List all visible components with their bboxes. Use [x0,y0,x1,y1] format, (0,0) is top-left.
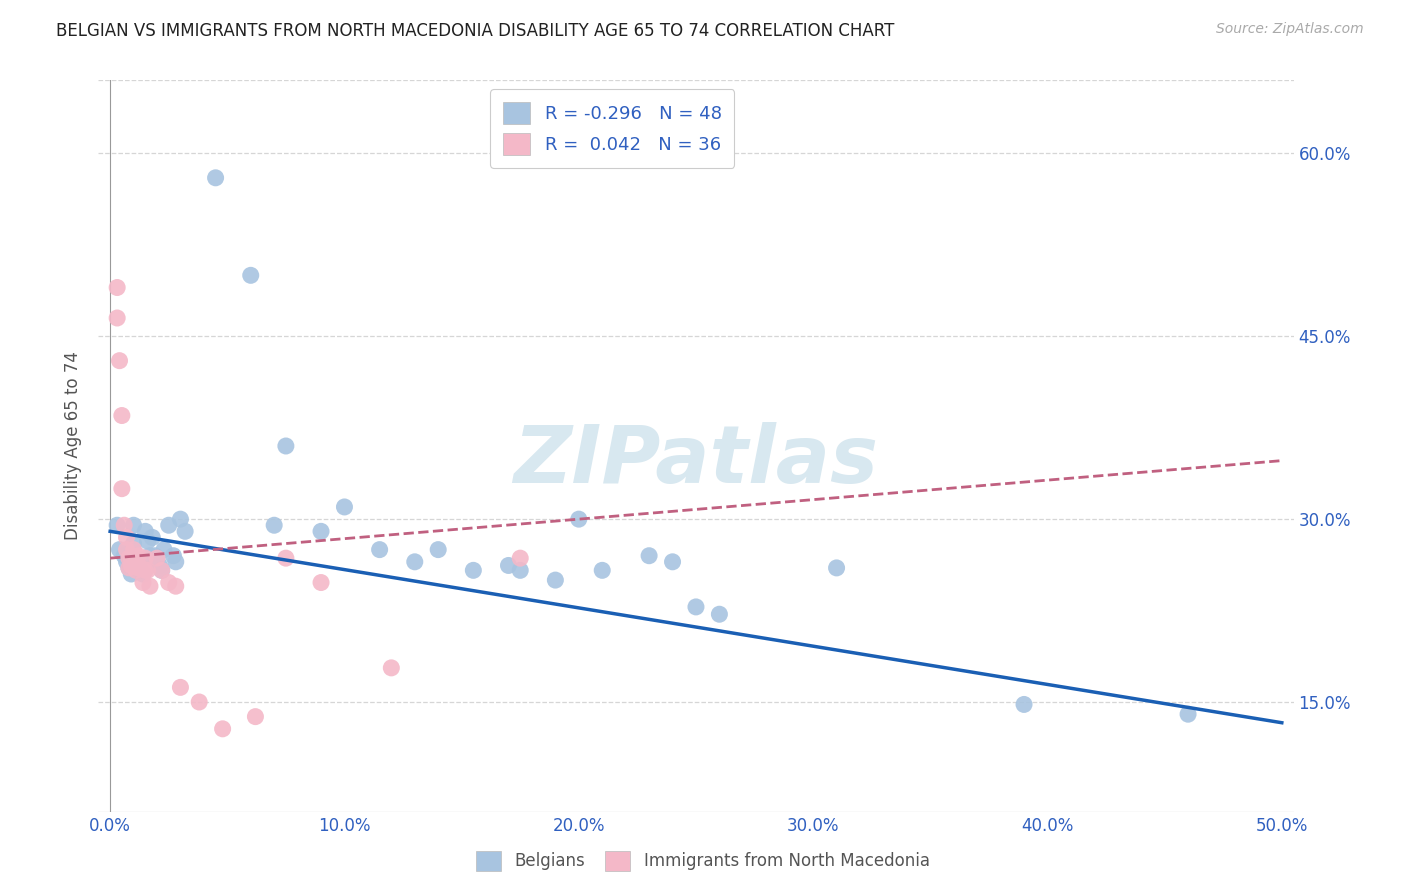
Point [105,311,128,326]
Point [120,567,142,582]
Point [204,170,226,185]
Point [120,551,142,566]
Point [127,558,149,573]
Point [132,575,155,590]
Y-axis label: Disability Age 65 to 74: Disability Age 65 to 74 [63,351,82,541]
Point [544,573,567,587]
Point [380,661,402,675]
Point [125,551,148,566]
Point [146,551,169,566]
Text: Source: ZipAtlas.com: Source: ZipAtlas.com [1216,22,1364,37]
Point [169,681,191,695]
Point [638,549,661,563]
Point [139,549,162,563]
Point [169,512,191,526]
Point [122,518,145,533]
Point [463,563,485,577]
Point [105,518,128,533]
Point [139,579,162,593]
Point [112,518,135,533]
Point [118,551,141,566]
Point [274,439,297,453]
Point [333,500,356,514]
Point [111,482,134,496]
Point [112,549,135,563]
Point [129,563,152,577]
Point [150,563,173,577]
Point [245,709,267,723]
Point [127,561,149,575]
Point [134,551,156,566]
Point [709,607,731,622]
Point [157,575,180,590]
Point [309,575,332,590]
Point [685,599,707,614]
Text: ZIPatlas: ZIPatlas [513,422,879,500]
Text: BELGIAN VS IMMIGRANTS FROM NORTH MACEDONIA DISABILITY AGE 65 TO 74 CORRELATION C: BELGIAN VS IMMIGRANTS FROM NORTH MACEDON… [56,22,894,40]
Point [115,530,138,544]
Point [157,518,180,533]
Point [136,563,159,577]
Point [122,558,145,573]
Point [115,555,138,569]
Point [141,530,163,544]
Point [111,409,134,423]
Point [127,549,149,563]
Point [591,563,613,577]
Point [825,561,848,575]
Point [122,536,145,550]
Point [143,549,166,563]
Point [509,551,531,566]
Point [146,551,169,566]
Point [132,567,155,582]
Point [498,558,520,573]
Legend: Belgians, Immigrants from North Macedonia: Belgians, Immigrants from North Macedoni… [468,842,938,880]
Point [125,563,148,577]
Point [108,542,131,557]
Point [368,542,391,557]
Point [148,558,170,573]
Point [108,353,131,368]
Point [129,561,152,575]
Point [427,542,450,557]
Point [309,524,332,539]
Point [509,563,531,577]
Point [134,563,156,577]
Point [125,551,148,566]
Point [118,561,141,575]
Point [568,512,591,526]
Point [150,563,173,577]
Point [120,558,142,573]
Point [136,534,159,549]
Point [165,555,187,569]
Point [134,524,156,539]
Point [1177,707,1199,722]
Point [118,561,141,575]
Point [188,695,211,709]
Point [105,280,128,294]
Legend: R = -0.296   N = 48, R =  0.042   N = 36: R = -0.296 N = 48, R = 0.042 N = 36 [491,89,734,168]
Point [153,542,176,557]
Point [174,524,197,539]
Point [239,268,262,283]
Point [115,542,138,557]
Point [404,555,426,569]
Point [661,555,683,569]
Point [1012,698,1035,712]
Point [162,549,184,563]
Point [263,518,285,533]
Point [165,579,187,593]
Point [211,722,233,736]
Point [274,551,297,566]
Point [122,542,145,557]
